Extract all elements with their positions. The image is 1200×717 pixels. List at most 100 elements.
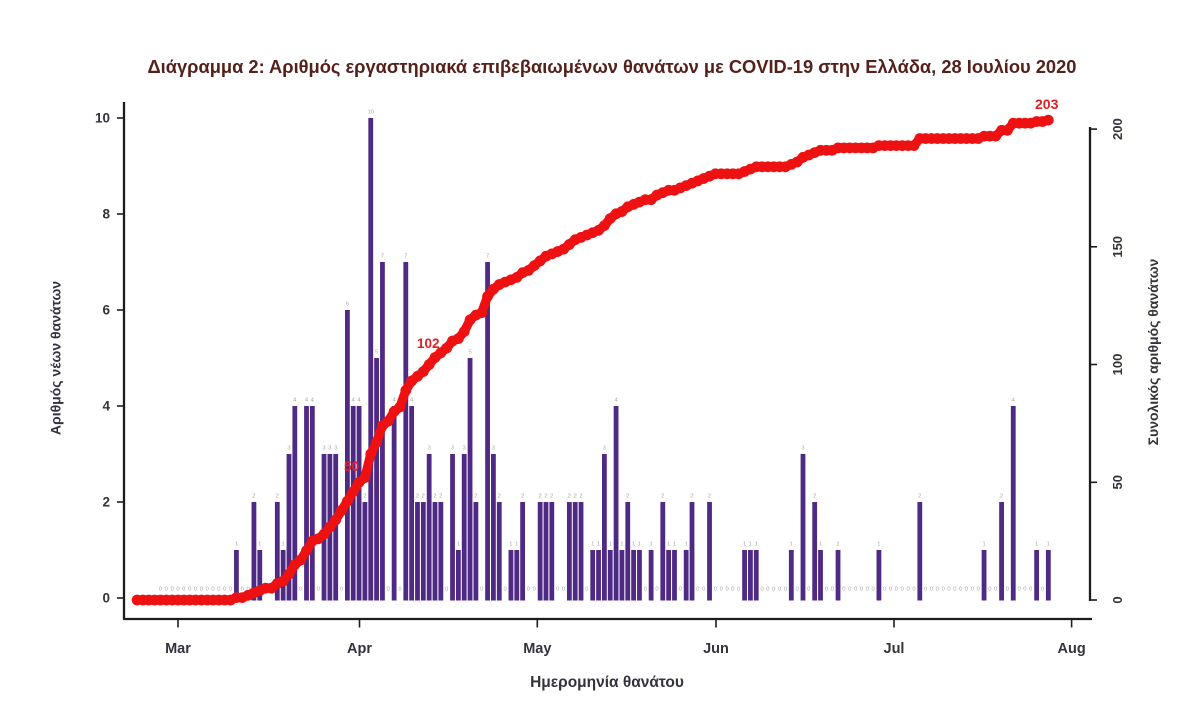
- svg-text:1: 1: [755, 542, 758, 548]
- svg-text:0: 0: [159, 587, 162, 593]
- svg-text:0: 0: [906, 587, 909, 593]
- svg-text:0: 0: [241, 587, 244, 593]
- svg-text:0: 0: [206, 587, 209, 593]
- svg-text:1: 1: [597, 542, 600, 548]
- svg-text:4: 4: [1012, 398, 1016, 404]
- svg-text:100: 100: [1110, 354, 1125, 376]
- svg-text:0: 0: [211, 587, 214, 593]
- svg-text:1: 1: [258, 542, 261, 548]
- svg-text:1: 1: [673, 542, 676, 548]
- svg-text:Συνολικός αριθμός θανάτων: Συνολικός αριθμός θανάτων: [1145, 258, 1161, 445]
- svg-text:2: 2: [918, 494, 921, 500]
- svg-text:3: 3: [463, 446, 466, 452]
- svg-text:2: 2: [102, 495, 110, 510]
- svg-text:0: 0: [503, 587, 506, 593]
- svg-text:6: 6: [346, 302, 349, 308]
- svg-text:1: 1: [749, 542, 752, 548]
- svg-text:2: 2: [708, 494, 711, 500]
- svg-text:0: 0: [1017, 587, 1020, 593]
- svg-text:2: 2: [433, 494, 436, 500]
- svg-text:0: 0: [1029, 587, 1032, 593]
- svg-text:0: 0: [807, 587, 810, 593]
- svg-text:0: 0: [889, 587, 892, 593]
- svg-text:2: 2: [363, 494, 366, 500]
- svg-text:102: 102: [417, 336, 440, 351]
- svg-text:1: 1: [1047, 542, 1050, 548]
- svg-text:3: 3: [328, 446, 331, 452]
- svg-text:2: 2: [1000, 494, 1003, 500]
- svg-text:2: 2: [574, 494, 577, 500]
- svg-text:1: 1: [235, 542, 238, 548]
- svg-text:0: 0: [1023, 587, 1026, 593]
- svg-text:4: 4: [305, 398, 309, 404]
- svg-text:5: 5: [468, 350, 471, 356]
- svg-text:10: 10: [95, 111, 110, 126]
- svg-text:0: 0: [912, 587, 915, 593]
- svg-text:1: 1: [1035, 542, 1038, 548]
- svg-text:4: 4: [357, 398, 361, 404]
- svg-text:2: 2: [521, 494, 524, 500]
- svg-text:0: 0: [842, 587, 845, 593]
- svg-text:1: 1: [457, 542, 460, 548]
- svg-text:1: 1: [632, 542, 635, 548]
- svg-text:4: 4: [410, 398, 414, 404]
- svg-text:0: 0: [655, 587, 658, 593]
- svg-text:0: 0: [784, 587, 787, 593]
- svg-text:0: 0: [959, 587, 962, 593]
- svg-text:0: 0: [895, 587, 898, 593]
- svg-text:0: 0: [644, 587, 647, 593]
- svg-text:Αριθμός νέων θανάτων: Αριθμός νέων θανάτων: [48, 281, 64, 435]
- svg-text:0: 0: [942, 587, 945, 593]
- svg-text:0: 0: [760, 587, 763, 593]
- svg-text:0: 0: [831, 587, 834, 593]
- svg-text:0: 0: [533, 587, 536, 593]
- svg-text:7: 7: [404, 254, 407, 260]
- svg-text:1: 1: [515, 542, 518, 548]
- svg-text:203: 203: [1035, 96, 1059, 112]
- svg-text:0: 0: [795, 587, 798, 593]
- svg-text:0: 0: [725, 587, 728, 593]
- svg-text:3: 3: [334, 446, 337, 452]
- svg-text:2: 2: [276, 494, 279, 500]
- svg-text:0: 0: [176, 587, 179, 593]
- svg-text:0: 0: [696, 587, 699, 593]
- svg-text:4: 4: [293, 398, 297, 404]
- svg-text:4: 4: [614, 398, 618, 404]
- svg-text:1: 1: [620, 542, 623, 548]
- svg-text:0: 0: [1041, 587, 1044, 593]
- svg-text:7: 7: [381, 254, 384, 260]
- svg-text:0: 0: [340, 587, 343, 593]
- svg-text:0: 0: [562, 587, 565, 593]
- svg-text:1: 1: [819, 542, 822, 548]
- svg-text:0: 0: [714, 587, 717, 593]
- svg-text:0: 0: [772, 587, 775, 593]
- svg-text:4: 4: [102, 399, 110, 414]
- svg-text:6: 6: [102, 303, 110, 318]
- svg-text:1: 1: [877, 542, 880, 548]
- svg-text:1: 1: [281, 542, 284, 548]
- svg-text:0: 0: [165, 587, 168, 593]
- svg-text:3: 3: [322, 446, 325, 452]
- svg-text:2: 2: [626, 494, 629, 500]
- svg-text:1: 1: [649, 542, 652, 548]
- svg-text:3: 3: [287, 446, 290, 452]
- svg-text:0: 0: [299, 587, 302, 593]
- svg-text:0: 0: [223, 587, 226, 593]
- svg-text:0: 0: [965, 587, 968, 593]
- svg-text:0: 0: [556, 587, 559, 593]
- svg-text:1: 1: [743, 542, 746, 548]
- svg-text:7: 7: [486, 254, 489, 260]
- svg-text:0: 0: [527, 587, 530, 593]
- svg-text:1: 1: [982, 542, 985, 548]
- svg-text:0: 0: [971, 587, 974, 593]
- svg-text:0: 0: [778, 587, 781, 593]
- svg-text:1: 1: [790, 542, 793, 548]
- svg-text:1: 1: [591, 542, 594, 548]
- svg-text:0: 0: [182, 587, 185, 593]
- svg-text:0: 0: [930, 587, 933, 593]
- svg-text:1: 1: [667, 542, 670, 548]
- svg-text:0: 0: [860, 587, 863, 593]
- svg-text:0: 0: [883, 587, 886, 593]
- svg-text:0: 0: [825, 587, 828, 593]
- svg-text:2: 2: [252, 494, 255, 500]
